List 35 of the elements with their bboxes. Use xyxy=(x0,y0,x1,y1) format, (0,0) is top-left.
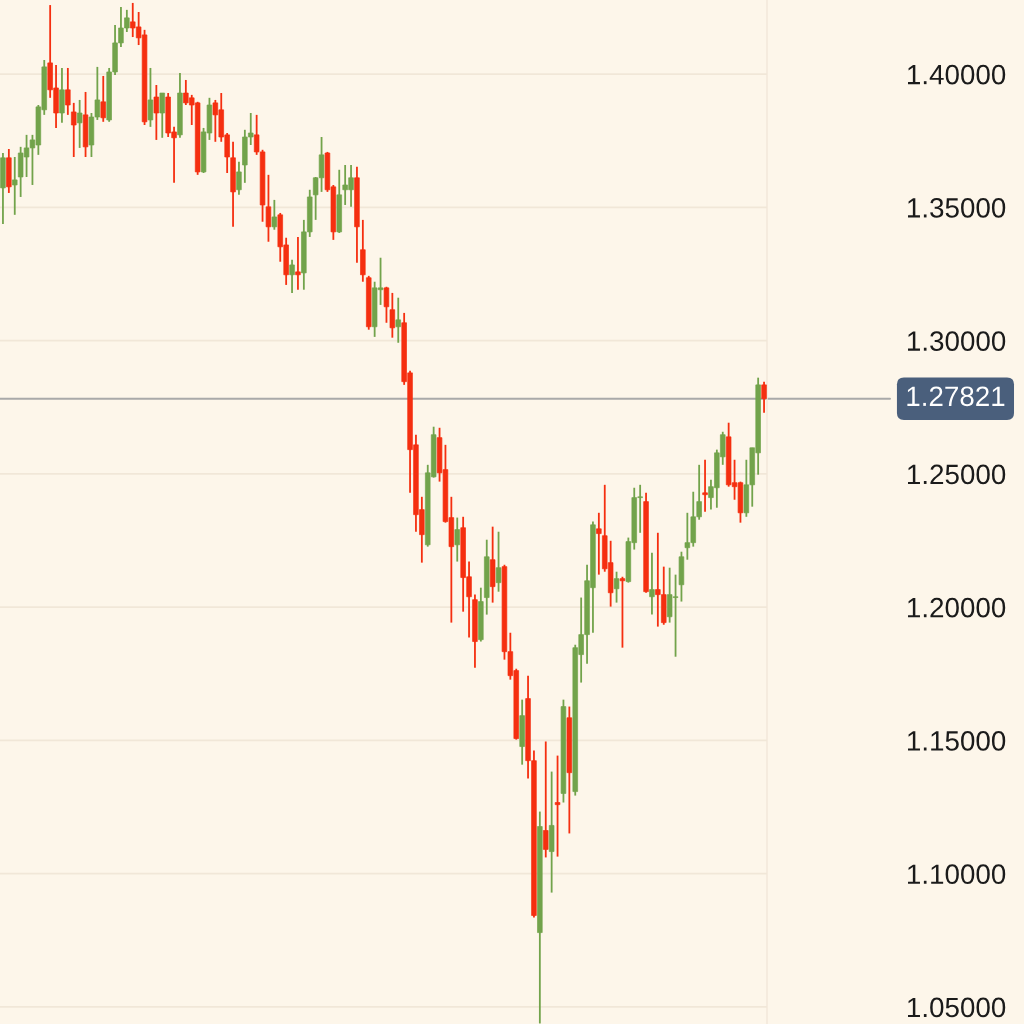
y-tick-label: 1.40000 xyxy=(908,64,1006,85)
candlestick xyxy=(100,75,106,123)
candlestick xyxy=(554,754,561,858)
candlestick xyxy=(383,285,390,324)
candlestick xyxy=(761,380,767,414)
candlestick xyxy=(596,511,602,576)
candlestick xyxy=(619,575,626,649)
candlestick xyxy=(65,67,71,116)
candlestick xyxy=(59,67,65,124)
candlestick xyxy=(12,156,18,216)
candlestick xyxy=(71,101,77,158)
y-tick-label: 1.10000 xyxy=(908,864,1006,885)
y-tick-label: 1.30000 xyxy=(908,331,1006,351)
candlestick xyxy=(271,198,278,231)
y-tick-label: 1.15000 xyxy=(908,731,1006,751)
candlestick xyxy=(495,530,502,593)
candlestick xyxy=(454,516,460,563)
y-tick-label: 1.35000 xyxy=(908,198,1006,218)
candlestick xyxy=(389,292,396,339)
candlestick xyxy=(395,296,401,344)
ref-line-label: 1.27821 xyxy=(907,386,1005,407)
y-tick-label: 1.25000 xyxy=(908,464,1006,485)
candlestick xyxy=(147,67,154,128)
candlestick xyxy=(289,258,295,294)
candlestick xyxy=(613,570,620,604)
candlestick xyxy=(649,551,655,616)
y-tick-label: 1.05000 xyxy=(908,997,1006,1018)
candlestick xyxy=(76,99,83,149)
candlestick xyxy=(295,236,301,291)
candlestick xyxy=(236,160,242,196)
candlestick xyxy=(159,92,165,139)
candlestick xyxy=(543,740,549,859)
candlestick xyxy=(702,458,708,513)
y-tick-label: 1.20000 xyxy=(908,597,1006,618)
candlestick xyxy=(153,84,160,141)
